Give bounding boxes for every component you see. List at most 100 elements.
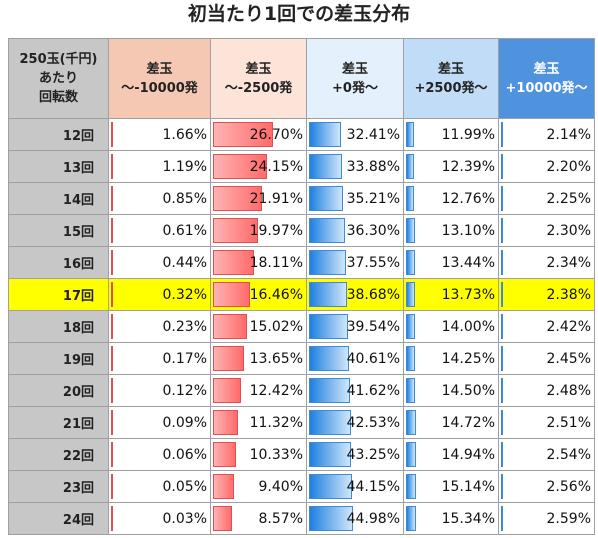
data-value-label: 33.88% xyxy=(346,159,400,175)
data-bar xyxy=(501,122,503,147)
table-cell: 13.44% xyxy=(403,246,499,279)
table-cell: 2.48% xyxy=(498,374,595,407)
table-cell: 12.39% xyxy=(403,150,499,183)
data-bar xyxy=(213,378,241,403)
row-spin-label: 22回 xyxy=(8,438,109,471)
data-value-label: 0.32% xyxy=(162,287,207,303)
data-value-label: 21.91% xyxy=(249,191,303,207)
data-value-label: 24.15% xyxy=(249,159,303,175)
data-value-label: 12.42% xyxy=(249,383,303,399)
data-value-label: 36.30% xyxy=(346,223,400,239)
table-cell: 8.57% xyxy=(210,502,307,535)
data-value-label: 15.14% xyxy=(441,479,495,495)
header-col-minus2500: 差玉 ～-2500発 xyxy=(210,38,307,119)
data-value-label: 13.44% xyxy=(441,255,495,271)
data-bar xyxy=(111,378,113,403)
data-bar xyxy=(213,442,236,467)
data-value-label: 44.98% xyxy=(346,511,400,527)
data-value-label: 2.34% xyxy=(546,255,591,271)
row-spin-label: 23回 xyxy=(8,470,109,503)
table-cell: 0.85% xyxy=(108,182,211,215)
table-cell: 33.88% xyxy=(306,150,404,183)
header-spin-count: 250玉(千円) あたり 回転数 xyxy=(8,38,109,119)
table-cell: 41.62% xyxy=(306,374,404,407)
table-cell: 14.25% xyxy=(403,342,499,375)
data-bar xyxy=(213,186,262,211)
row-spin-label: 20回 xyxy=(8,374,109,407)
data-bar xyxy=(213,122,273,147)
data-value-label: 1.19% xyxy=(162,159,207,175)
table-cell: 0.61% xyxy=(108,214,211,247)
table-cell: 2.42% xyxy=(498,310,595,343)
data-value-label: 11.32% xyxy=(249,415,303,431)
table-cell: 2.56% xyxy=(498,470,595,503)
header-col-range: ～-2500発 xyxy=(224,80,293,96)
table-cell: 24.15% xyxy=(210,150,307,183)
row-spin-label: 16回 xyxy=(8,246,109,279)
data-bar xyxy=(406,186,414,211)
table-cell: 2.59% xyxy=(498,502,595,535)
data-bar xyxy=(111,474,113,499)
data-bar xyxy=(406,314,415,339)
data-value-label: 13.73% xyxy=(441,287,495,303)
table-cell: 14.00% xyxy=(403,310,499,343)
data-bar xyxy=(501,250,503,275)
data-bar xyxy=(309,250,346,275)
data-bar xyxy=(213,474,234,499)
data-bar xyxy=(213,346,244,371)
data-value-label: 14.25% xyxy=(441,351,495,367)
data-value-label: 32.41% xyxy=(346,127,400,143)
data-value-label: 44.15% xyxy=(346,479,400,495)
data-bar xyxy=(309,410,351,435)
table-cell: 13.73% xyxy=(403,278,499,311)
data-bar xyxy=(213,154,267,179)
data-value-label: 12.76% xyxy=(441,191,495,207)
table-cell: 21.91% xyxy=(210,182,307,215)
data-bar xyxy=(406,122,414,147)
data-bar xyxy=(213,282,250,307)
header-col-label: 差玉 xyxy=(437,61,464,77)
row-spin-label: 13回 xyxy=(8,150,109,183)
table-cell: 0.44% xyxy=(108,246,211,279)
table-cell: 0.06% xyxy=(108,438,211,471)
data-bar xyxy=(501,282,503,307)
data-bar xyxy=(111,410,113,435)
data-bar xyxy=(406,346,415,371)
data-value-label: 0.03% xyxy=(162,511,207,527)
table-cell: 11.32% xyxy=(210,406,307,439)
data-value-label: 0.06% xyxy=(162,447,207,463)
data-value-label: 0.17% xyxy=(162,351,207,367)
data-value-label: 0.85% xyxy=(162,191,207,207)
table-cell: 11.99% xyxy=(403,118,499,151)
data-bar xyxy=(309,282,347,307)
table-cell: 36.30% xyxy=(306,214,404,247)
table-cell: 15.02% xyxy=(210,310,307,343)
data-bar xyxy=(309,122,341,147)
table-cell: 14.72% xyxy=(403,406,499,439)
table-row: 23回 0.05% 9.40% 44.15% 15.14% 2.56% xyxy=(8,470,595,503)
data-value-label: 2.59% xyxy=(546,511,591,527)
data-bar xyxy=(309,442,351,467)
data-bar xyxy=(406,218,415,243)
table-row: 15回 0.61% 19.97% 36.30% 13.10% 2.30% xyxy=(8,214,595,247)
data-bar xyxy=(111,282,113,307)
row-spin-label: 19回 xyxy=(8,342,109,375)
table-row: 21回 0.09% 11.32% 42.53% 14.72% 2.51% xyxy=(8,406,595,439)
table-row: 13回 1.19% 24.15% 33.88% 12.39% 2.20% xyxy=(8,150,595,183)
data-bar xyxy=(309,218,345,243)
table-cell: 38.68% xyxy=(306,278,404,311)
data-value-label: 2.56% xyxy=(546,479,591,495)
data-bar xyxy=(501,410,503,435)
header-row: 250玉(千円) あたり 回転数 差玉 ～-10000発 差玉 ～-2500発 … xyxy=(8,38,595,119)
table-cell: 39.54% xyxy=(306,310,404,343)
header-col-plus2500: 差玉 +2500発～ xyxy=(403,38,499,119)
table-cell: 42.53% xyxy=(306,406,404,439)
row-spin-label: 24回 xyxy=(8,502,109,535)
data-bar xyxy=(309,186,343,211)
data-value-label: 42.53% xyxy=(346,415,400,431)
data-value-label: 13.65% xyxy=(249,351,303,367)
header-spin-line-2: あたり xyxy=(38,71,78,86)
data-bar xyxy=(111,186,113,211)
data-bar xyxy=(111,218,113,243)
table-row: 18回 0.23% 15.02% 39.54% 14.00% 2.42% xyxy=(8,310,595,343)
